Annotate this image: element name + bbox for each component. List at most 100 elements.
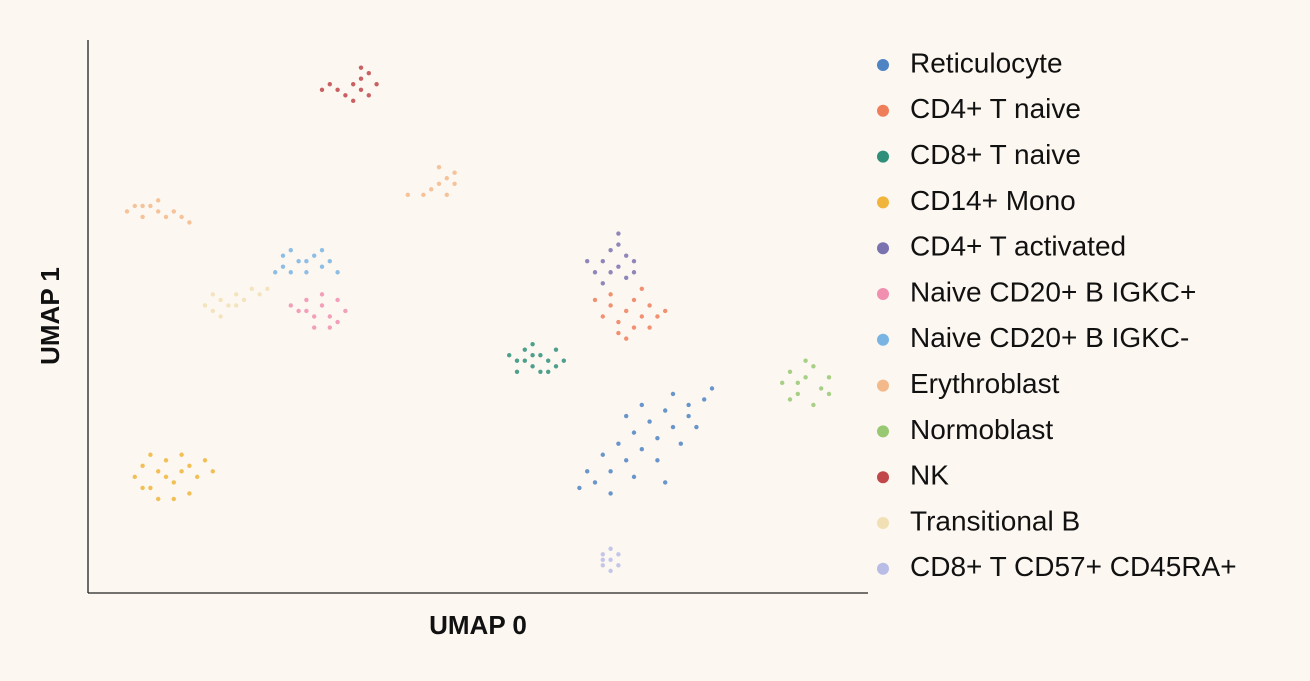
point	[421, 192, 426, 198]
point	[319, 303, 325, 308]
legend-label: CD4+ T activated	[910, 231, 1126, 262]
point	[608, 568, 613, 574]
point	[577, 485, 582, 491]
point	[600, 314, 605, 319]
point	[156, 496, 161, 502]
point	[241, 297, 247, 303]
point	[249, 286, 254, 292]
point	[187, 463, 192, 469]
legend-label: CD14+ Mono	[910, 185, 1076, 216]
point	[202, 458, 208, 463]
point	[444, 176, 449, 181]
point	[343, 308, 348, 314]
point	[280, 264, 286, 269]
point	[358, 87, 364, 92]
point	[655, 435, 660, 441]
point	[195, 474, 200, 480]
point	[608, 557, 613, 563]
point	[787, 397, 793, 402]
legend-label: CD8+ T naive	[910, 139, 1081, 170]
point	[319, 292, 325, 297]
point	[304, 308, 309, 314]
point	[148, 452, 153, 457]
legend-label: Naive CD20+ B IGKC-	[910, 322, 1189, 353]
point	[304, 259, 309, 264]
point	[179, 214, 184, 220]
point	[616, 552, 621, 557]
point	[592, 270, 598, 275]
point	[218, 314, 223, 319]
point	[171, 496, 176, 502]
legend-label: Normoblast	[910, 414, 1053, 445]
point	[639, 402, 644, 408]
point	[795, 391, 800, 397]
point	[163, 474, 169, 480]
point	[156, 198, 161, 203]
point	[795, 380, 800, 386]
point	[663, 480, 668, 485]
point	[319, 87, 325, 92]
point	[132, 203, 137, 209]
point	[803, 358, 808, 363]
point	[273, 270, 278, 275]
point	[265, 286, 270, 292]
point	[631, 270, 637, 275]
point	[592, 480, 598, 485]
point	[819, 386, 824, 391]
point	[234, 303, 239, 308]
point	[546, 358, 551, 363]
y-axis-label: UMAP 1	[35, 267, 65, 365]
point	[624, 275, 629, 280]
point	[351, 98, 356, 104]
point	[179, 469, 184, 474]
point	[663, 308, 668, 314]
point	[811, 402, 816, 408]
point	[639, 286, 644, 292]
point	[702, 397, 707, 402]
point	[538, 353, 543, 358]
point	[600, 452, 605, 457]
point	[616, 441, 621, 446]
point	[140, 214, 145, 220]
point	[304, 270, 309, 275]
point	[803, 375, 808, 380]
legend-label: Reticulocyte	[910, 47, 1063, 78]
point	[351, 82, 356, 87]
point	[234, 292, 239, 297]
point	[444, 192, 449, 198]
point	[655, 314, 660, 319]
point	[553, 347, 559, 352]
point	[148, 203, 153, 209]
point	[616, 264, 621, 269]
point	[647, 303, 652, 308]
point	[600, 259, 605, 264]
legend-marker	[877, 471, 889, 484]
point	[530, 341, 535, 347]
point	[670, 424, 676, 430]
point	[343, 93, 348, 98]
point	[163, 458, 169, 463]
point	[530, 364, 535, 369]
point	[826, 391, 832, 397]
point	[585, 259, 590, 264]
legend-marker	[877, 562, 889, 575]
point	[140, 203, 145, 209]
legend-marker	[877, 196, 889, 209]
point	[624, 336, 629, 341]
point	[631, 325, 637, 330]
point	[171, 480, 176, 485]
point	[366, 70, 371, 76]
point	[561, 358, 566, 363]
point	[780, 380, 785, 386]
point	[429, 187, 434, 192]
x-axis-label: UMAP 0	[429, 610, 527, 640]
point	[811, 364, 816, 369]
point	[600, 552, 605, 557]
point	[600, 563, 605, 568]
point	[202, 303, 208, 308]
point	[631, 259, 637, 264]
legend-label: Erythroblast	[910, 368, 1060, 399]
point	[507, 353, 512, 358]
point	[616, 242, 621, 247]
point	[639, 314, 644, 319]
